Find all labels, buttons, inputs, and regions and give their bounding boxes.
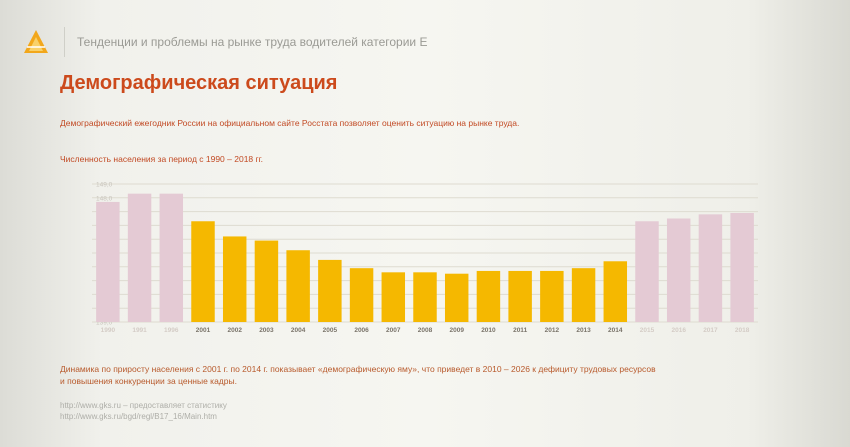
intro-text: Демографический ежегодник России на офиц… [60, 118, 520, 128]
bar [159, 193, 184, 322]
x-tick-label: 2001 [196, 327, 211, 334]
bar [730, 212, 754, 322]
x-tick-label: 2009 [449, 327, 464, 334]
x-tick-label: 2006 [354, 327, 369, 334]
chart-title: Численность населения за период с 1990 –… [60, 154, 264, 164]
x-tick-label: 2017 [703, 327, 718, 334]
bar [635, 221, 659, 322]
y-tick-label: 149,0 [96, 182, 113, 189]
x-tick-label: 2003 [259, 327, 274, 334]
x-tick-label: 2013 [576, 327, 591, 334]
bar [349, 268, 374, 322]
bar [540, 270, 564, 322]
slide-header: Тенденции и проблемы на рынке труда води… [22, 26, 427, 58]
x-tick-label: 2004 [291, 327, 306, 334]
bar [413, 272, 437, 322]
x-tick-label: 2002 [227, 327, 242, 334]
bar [603, 261, 628, 322]
slide-title: Демографическая ситуация [60, 72, 338, 94]
x-tick-label: 2007 [386, 327, 401, 334]
x-tick-label: 2011 [513, 327, 527, 334]
y-tick-label: 148,0 [96, 195, 113, 202]
x-tick-label: 2014 [608, 327, 623, 334]
x-tick-label: 2016 [671, 327, 686, 334]
source-link[interactable]: http://www.gks.ru – предоставляет статис… [60, 401, 227, 410]
bar [96, 201, 120, 322]
bar [698, 214, 723, 322]
bar [191, 221, 215, 322]
bar [571, 268, 596, 322]
bar [222, 236, 247, 322]
bar [508, 270, 532, 322]
y-tick-label: 139,0 [96, 320, 113, 327]
x-tick-label: 2015 [640, 327, 655, 334]
header-divider [64, 27, 65, 57]
conclusion-text: Динамика по приросту населения с 2001 г.… [60, 364, 656, 386]
bar [318, 259, 342, 322]
x-tick-label: 1996 [164, 327, 179, 334]
x-tick-label: 1990 [101, 327, 116, 334]
bar [666, 218, 691, 322]
bar [254, 240, 279, 322]
bar [476, 270, 501, 322]
x-tick-label: 2018 [735, 327, 750, 334]
bar [381, 272, 406, 322]
source-links: http://www.gks.ru – предоставляет статис… [60, 400, 227, 422]
x-tick-label: 1991 [132, 327, 147, 334]
x-tick-label: 2008 [418, 327, 433, 334]
x-tick-label: 2010 [481, 327, 496, 334]
source-link[interactable]: http://www.gks.ru/bgd/regl/B17_16/Main.h… [60, 412, 217, 421]
bar [444, 273, 469, 322]
x-tick-label: 2005 [323, 327, 338, 334]
header-title: Тенденции и проблемы на рынке труда води… [77, 35, 428, 49]
x-tick-label: 2012 [545, 327, 560, 334]
logo-icon [24, 30, 48, 53]
bar [286, 250, 310, 322]
bar [127, 193, 152, 322]
